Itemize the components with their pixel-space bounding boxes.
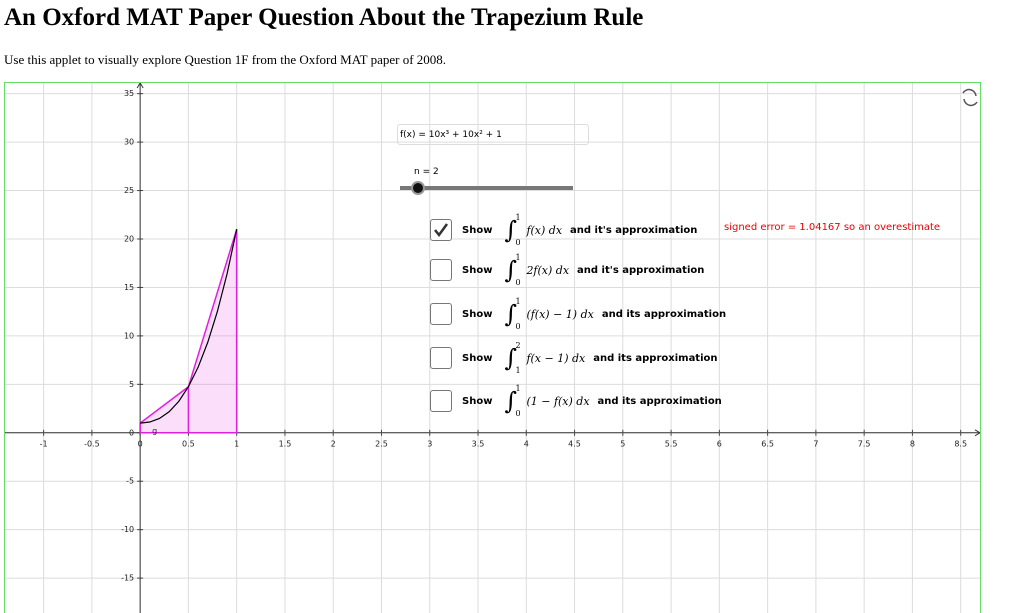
integral: ∫ 1 0 <box>504 384 526 418</box>
checkbox[interactable] <box>430 390 452 412</box>
x-tick-label: 6 <box>717 439 722 448</box>
integral: ∫ 2 1 <box>504 341 526 375</box>
option-row: Show ∫ 1 0 (f(x) − 1) dx and its approximatio… <box>430 297 727 331</box>
y-tick-label: 10 <box>124 331 134 340</box>
show-label: Show <box>462 264 493 276</box>
plot: -1 -0.5 0 0.5 1 1.5 2 2.5 3 3.5 4 4.5 5 5.5 6 6.5 7 7.5 8 8… <box>5 82 981 613</box>
integrand: f(x) dx <box>526 223 563 237</box>
x-tick-label: 2.5 <box>375 439 388 448</box>
x-tick-label: 2 <box>331 439 336 448</box>
checkbox[interactable] <box>430 303 452 325</box>
suffix: and its approximation <box>601 308 727 320</box>
suffix: and it's approximation <box>570 224 698 236</box>
y-tick-label: 30 <box>124 138 134 147</box>
option-row: Show ∫ 1 0 2f(x) dx and it's approximation <box>430 253 705 287</box>
y-tick-label: 15 <box>124 283 134 292</box>
integral: ∫ 1 0 <box>504 253 526 287</box>
x-tick-label: 8 <box>910 439 915 448</box>
reset-icon[interactable] <box>962 88 978 107</box>
check-mark <box>434 223 449 238</box>
upper-limit: 2 <box>515 341 521 350</box>
curve-label: g <box>152 426 157 435</box>
suffix: and it's approximation <box>577 264 705 276</box>
curve <box>140 229 238 424</box>
upper-limit: 1 <box>515 297 521 306</box>
integral: ∫ 1 0 <box>504 213 526 247</box>
show-label: Show <box>462 224 493 236</box>
x-tick-label: 7.5 <box>858 439 871 448</box>
x-tick-label: 5.5 <box>665 439 678 448</box>
y-tick-label: 35 <box>124 89 134 98</box>
integrand: f(x − 1) dx <box>526 351 586 365</box>
error-text: signed error = 1.04167 so an overestimat… <box>724 222 941 233</box>
checkbox[interactable] <box>430 219 452 241</box>
x-tick-label: 3.5 <box>472 439 485 448</box>
x-tick-label: 5 <box>620 439 625 448</box>
lower-limit: 0 <box>515 322 521 331</box>
checkbox[interactable] <box>430 347 452 369</box>
slider-label: n = 2 <box>414 167 439 177</box>
x-tick-label: 1.5 <box>279 439 292 448</box>
y-tick-label: -15 <box>121 574 134 583</box>
integral-sign: ∫ <box>504 256 517 284</box>
option-row: Show ∫ 2 1 f(x − 1) dx and its approximation <box>430 341 718 375</box>
lower-limit: 0 <box>515 238 521 247</box>
checkbox[interactable] <box>430 259 452 281</box>
lower-limit: 0 <box>515 409 521 418</box>
integral-sign: ∫ <box>504 387 517 415</box>
reset-arc <box>963 98 978 107</box>
lower-limit: 1 <box>515 366 521 375</box>
option-row: Show ∫ 1 0 f(x) dx and it's approximation <box>430 213 698 247</box>
reset-arc <box>962 88 977 97</box>
integral-sign: ∫ <box>504 300 517 328</box>
lower-limit: 0 <box>515 278 521 287</box>
y-tick-label: 5 <box>129 380 134 389</box>
y-tick-label: -5 <box>126 477 134 486</box>
x-tick-label: -1 <box>40 439 48 448</box>
x-tick-label: 8.5 <box>954 439 967 448</box>
show-label: Show <box>462 308 493 320</box>
suffix: and its approximation <box>593 352 718 364</box>
x-tick-label: 3 <box>427 439 432 448</box>
upper-limit: 1 <box>515 213 521 222</box>
x-tick-label: 0.5 <box>182 439 195 448</box>
x-tick-label: 4 <box>524 439 529 448</box>
y-tick-label: 25 <box>124 186 134 195</box>
x-tick-label: 1 <box>234 439 239 448</box>
integral-sign: ∫ <box>504 216 517 244</box>
suffix: and its approximation <box>597 395 722 407</box>
show-label: Show <box>462 352 493 364</box>
page-title: An Oxford MAT Paper Question About the T… <box>4 4 644 31</box>
integral-sign: ∫ <box>504 344 517 372</box>
x-tick-label: 4.5 <box>568 439 581 448</box>
upper-limit: 1 <box>515 253 521 262</box>
x-tick-label: -0.5 <box>84 439 100 448</box>
integrand: (f(x) − 1) dx <box>526 307 594 321</box>
option-row: Show ∫ 1 0 (1 − f(x) dx and its approximation <box>430 384 722 418</box>
integrand: (1 − f(x) dx <box>526 394 590 408</box>
applet-border <box>4 82 981 613</box>
upper-limit: 1 <box>515 384 521 393</box>
show-label: Show <box>462 395 493 407</box>
slider-knob[interactable] <box>411 181 425 195</box>
integrand: 2f(x) dx <box>526 263 570 277</box>
x-tick-label: 6.5 <box>761 439 774 448</box>
y-tick-label: -10 <box>121 525 134 534</box>
integral: ∫ 1 0 <box>504 297 526 331</box>
x-tick-label: 7 <box>813 439 818 448</box>
y-tick-label: 20 <box>124 234 134 243</box>
function-input[interactable]: f(x) = 10x³ + 10x² + 1 <box>397 124 589 145</box>
description: Use this applet to visually explore Ques… <box>4 52 447 67</box>
